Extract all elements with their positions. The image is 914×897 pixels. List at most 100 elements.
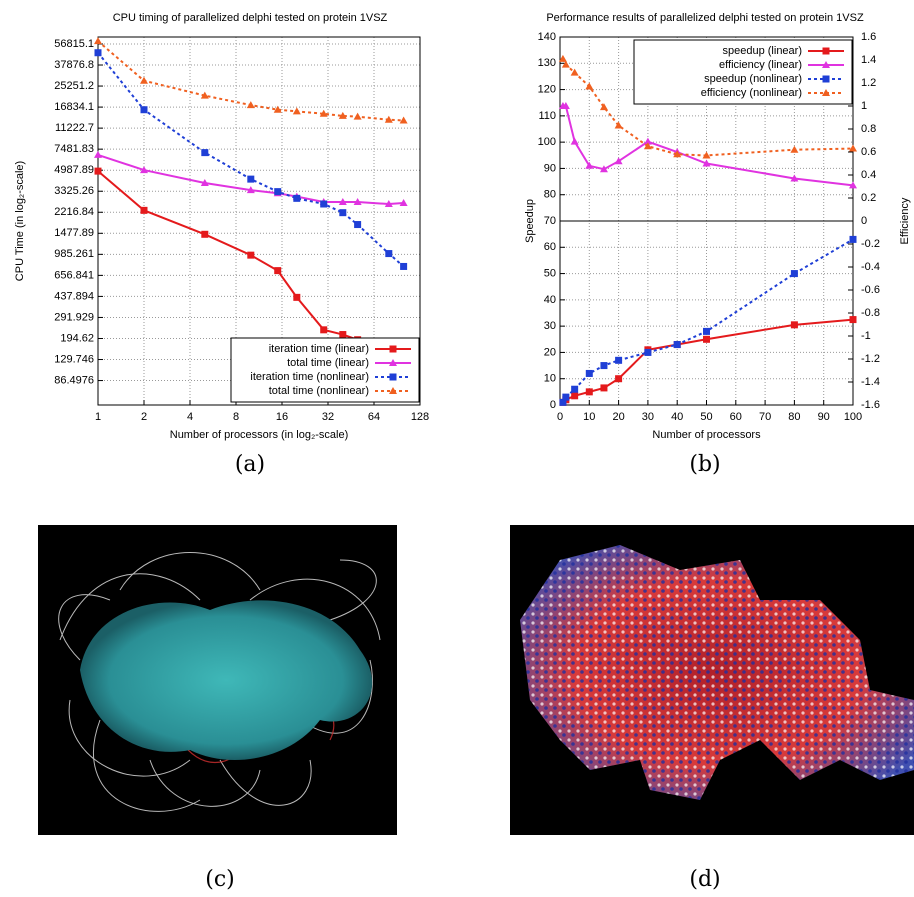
x-tick-label: 30 — [642, 411, 654, 423]
point — [293, 293, 301, 301]
point — [570, 137, 579, 145]
y2-axis-label: Efficiency — [899, 197, 911, 244]
point — [585, 388, 593, 396]
point — [339, 209, 347, 217]
y-tick-label: 985.261 — [54, 248, 94, 260]
x-tick-label: 8 — [233, 411, 239, 423]
point — [559, 398, 567, 406]
point — [399, 116, 408, 124]
point — [246, 186, 255, 194]
legend-marker — [822, 89, 830, 96]
point — [585, 82, 594, 90]
image-surface — [510, 525, 914, 835]
y-tick-label: 130 — [538, 57, 556, 69]
x-tick-label: 0 — [557, 411, 563, 423]
x-tick-label: 64 — [368, 411, 380, 423]
point — [140, 206, 148, 214]
point — [585, 369, 593, 377]
point — [201, 149, 209, 157]
y-tick-label: 30 — [544, 320, 556, 332]
point — [790, 321, 798, 329]
point — [274, 188, 282, 196]
point — [849, 316, 857, 324]
point — [790, 174, 799, 182]
x-tick-label: 32 — [322, 411, 334, 423]
point — [571, 392, 579, 400]
y-tick-label: 20 — [544, 346, 556, 358]
point — [273, 105, 282, 113]
y-tick-label: 10 — [544, 373, 556, 385]
x-tick-label: 50 — [700, 411, 712, 423]
line — [562, 238, 854, 403]
y2-tick-label: -0.8 — [861, 307, 880, 319]
y-tick-label: 11222.7 — [55, 122, 94, 134]
legend-marker — [389, 345, 397, 353]
point — [385, 250, 393, 258]
point — [94, 167, 102, 175]
legend-label: efficiency (linear) — [719, 59, 802, 71]
point — [600, 384, 608, 392]
image-field-lines — [38, 525, 397, 835]
series — [558, 102, 857, 189]
point — [274, 267, 282, 275]
y2-tick-label: 1 — [861, 100, 867, 112]
y2-tick-label: 0.2 — [861, 192, 876, 204]
point — [570, 68, 579, 76]
series — [94, 167, 408, 354]
y2-tick-label: 0 — [861, 215, 867, 227]
y2-tick-label: 0.4 — [861, 169, 876, 181]
y-tick-label: 100 — [538, 136, 556, 148]
y-tick-label: 129.746 — [54, 353, 94, 365]
x-tick-label: 100 — [844, 411, 862, 423]
y2-tick-label: -0.4 — [861, 261, 880, 273]
y-tick-label: 0 — [550, 399, 556, 411]
point — [614, 121, 623, 129]
point — [599, 165, 608, 173]
figure-label: (a) — [235, 452, 265, 477]
figure-label: (d) — [689, 867, 720, 892]
point — [790, 270, 798, 278]
y2-tick-label: 1.4 — [861, 54, 876, 66]
x-tick-label: 1 — [95, 411, 101, 423]
point — [702, 151, 711, 159]
point — [400, 262, 408, 270]
point — [319, 109, 328, 117]
point — [338, 111, 347, 119]
legend-label: iteration time (nonlinear) — [250, 371, 369, 383]
y-axis-label: CPU Time (in log₂-scale) — [14, 161, 26, 281]
y2-tick-label: 1.2 — [861, 77, 876, 89]
x-tick-label: 4 — [187, 411, 193, 423]
point — [644, 348, 652, 356]
point — [615, 375, 623, 383]
point — [643, 142, 652, 150]
point — [399, 199, 408, 207]
y2-tick-label: -0.6 — [861, 284, 880, 296]
point — [140, 166, 148, 174]
point — [94, 49, 102, 57]
point — [94, 150, 102, 158]
y-tick-label: 4987.89 — [54, 164, 94, 176]
x-tick-label: 80 — [788, 411, 800, 423]
series — [94, 37, 408, 124]
point — [200, 178, 209, 186]
y-tick-label: 90 — [544, 162, 556, 174]
y-tick-label: 7481.83 — [54, 143, 94, 155]
point — [247, 175, 255, 183]
line — [97, 52, 405, 268]
x-tick-label: 10 — [583, 411, 595, 423]
legend-label: speedup (nonlinear) — [704, 73, 802, 85]
series — [558, 54, 857, 159]
point — [673, 341, 681, 349]
y2-tick-label: 1.6 — [861, 31, 876, 43]
y-tick-label: 2216.84 — [54, 206, 94, 218]
y-tick-label: 3325.26 — [54, 185, 94, 197]
y2-tick-label: -1.4 — [861, 376, 880, 388]
x-tick-label: 20 — [612, 411, 624, 423]
point — [615, 356, 623, 364]
y-tick-label: 120 — [538, 83, 556, 95]
point — [702, 159, 711, 167]
point — [673, 150, 682, 158]
point — [643, 137, 652, 145]
